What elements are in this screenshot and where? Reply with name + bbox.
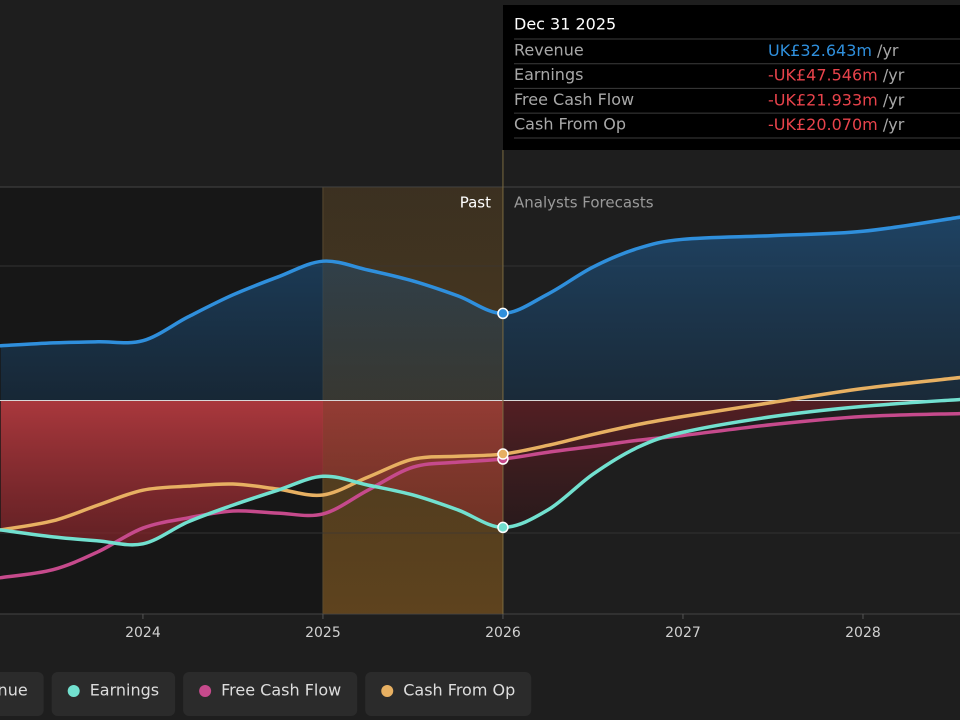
x-tick-label: 2027 [665,625,701,641]
tooltip-label: Revenue [514,41,584,60]
tooltip-value: -UK£21.933m /yr [768,90,905,109]
tooltip-label: Earnings [514,65,583,84]
tooltip-amount: UK£32.643m [768,41,872,60]
legend-chip [51,672,176,716]
tooltip-value: -UK£20.070m /yr [768,115,905,134]
legend-label: Earnings [90,681,159,700]
tooltip-label: Free Cash Flow [514,90,634,109]
x-tick-label: 2025 [305,625,341,641]
legend-item: Earnings [51,672,176,716]
highlight-point [497,448,509,460]
tooltip-label: Cash From Op [514,115,626,134]
legend-swatch [199,685,212,697]
earnings-area [502,399,960,528]
legend-chip [365,672,532,716]
series-line [0,397,960,547]
series-line [0,411,960,580]
past-label: Past [460,194,491,212]
tooltip-title: Dec 31 2025 [514,15,616,34]
tooltip-value: UK£32.643m /yr [768,41,899,60]
series-line [0,215,960,348]
series-line [0,375,960,532]
tooltip-value: -UK£47.546m /yr [768,65,905,84]
tooltip-unit: /yr [877,41,899,60]
legend-label: Revenue [0,681,28,700]
legend-chip [183,672,358,716]
forecast-label: Analysts Forecasts [514,194,654,212]
x-tick-label: 2026 [485,625,521,641]
legend-item: Revenue [0,672,44,716]
x-tick-label: 2024 [125,625,161,641]
tooltip-unit: /yr [883,115,905,134]
tooltip-unit: /yr [883,90,905,109]
legend-item: Free Cash Flow [183,672,358,716]
legend-swatch [381,685,394,697]
tooltip-amount: -UK£47.546m [768,65,878,84]
tooltip: Dec 31 2025 Revenue UK£32.643m /yr Earning… [503,5,960,150]
highlight-point [497,521,509,534]
legend-swatch [67,685,80,697]
x-tick-label: 2028 [845,625,881,641]
legend-chip [0,672,44,716]
legend-label: Cash From Op [403,681,515,700]
legend-label: Free Cash Flow [221,681,341,700]
tooltip-amount: -UK£20.070m [768,115,878,134]
tooltip-amount: -UK£21.933m [768,90,878,109]
tooltip-box [503,5,960,150]
highlight-point [497,307,509,320]
tooltip-unit: /yr [883,65,905,84]
legend-item: Cash From Op [365,672,532,716]
